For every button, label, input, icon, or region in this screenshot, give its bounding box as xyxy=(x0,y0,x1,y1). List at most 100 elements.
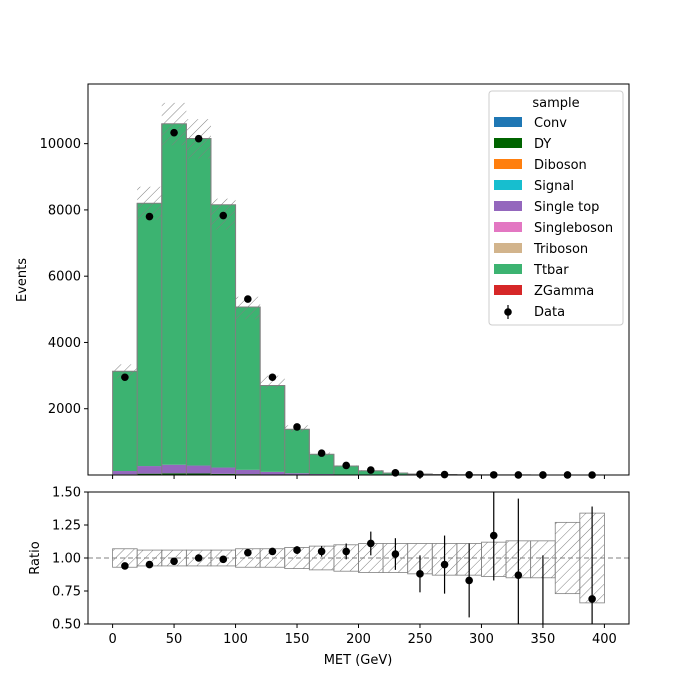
legend-swatch-ttbar xyxy=(494,264,522,274)
data-point-10 xyxy=(366,466,375,474)
x-axis-label: MET (GeV) xyxy=(324,653,393,668)
data-point-4 xyxy=(219,211,228,220)
ratio-point-9 xyxy=(342,547,351,556)
main-x-axis-ticks xyxy=(112,475,605,479)
x-tick-label-400: 400 xyxy=(592,632,617,647)
main-y-tick-label-4000: 4000 xyxy=(48,336,81,351)
data-point-8 xyxy=(317,449,326,457)
main-y-axis-label: Events xyxy=(15,258,30,302)
bar-single-top-bin-6 xyxy=(260,471,285,475)
data-point-5 xyxy=(244,295,252,303)
data-point-1 xyxy=(145,212,154,221)
legend-entries: Conv DY Diboson Signal Single top Singleboson… xyxy=(494,116,613,320)
x-tick-label-150: 150 xyxy=(285,632,310,647)
ratio-point-19 xyxy=(588,595,596,603)
ratio-point-11 xyxy=(391,550,400,558)
legend-label-conv: Conv xyxy=(534,116,567,131)
data-point-11 xyxy=(391,469,400,477)
legend-swatch-triboson xyxy=(494,243,522,253)
main-y-axis-ticks: 2000 4000 6000 8000 10000 xyxy=(40,137,88,417)
main-y-tick-label-2000: 2000 xyxy=(48,402,81,417)
bar-single-top-bin-4 xyxy=(210,467,236,474)
data-point-2 xyxy=(170,128,178,137)
bar-ttbar-bin-2 xyxy=(161,123,187,465)
data-point-0 xyxy=(121,373,129,382)
legend-swatch-zgamma xyxy=(494,285,522,295)
ratio-point-13 xyxy=(440,560,449,569)
ratio-point-8 xyxy=(317,547,326,556)
ratio-x-axis-ticks: 0 50 100 150 200 250 300 350 400 xyxy=(108,624,617,647)
bar-dy-bin-1 xyxy=(137,473,162,475)
ratio-y-tick-label-1.50: 1.50 xyxy=(52,486,81,501)
ratio-point-3 xyxy=(194,554,203,562)
bar-single-top-bin-1 xyxy=(137,466,162,474)
data-point-7 xyxy=(293,423,301,431)
ratio-point-0 xyxy=(121,562,129,570)
bar-single-top-bin-7 xyxy=(284,473,310,475)
bar-dy-bin-2 xyxy=(161,473,187,475)
legend-swatch-diboson xyxy=(494,159,522,169)
ratio-point-14 xyxy=(465,576,473,585)
ratio-point-7 xyxy=(293,546,301,554)
bar-ttbar-bin-4 xyxy=(210,204,236,468)
bar-ttbar-bin-1 xyxy=(137,203,162,467)
ratio-y-tick-label-0.75: 0.75 xyxy=(52,585,81,600)
legend: sample Conv DY Diboson Signal Single top Sing… xyxy=(488,90,624,326)
legend-label-ttbar: Ttbar xyxy=(533,263,569,278)
main-y-tick-label-10000: 10000 xyxy=(40,137,81,152)
bar-single-top-bin-2 xyxy=(161,464,187,474)
legend-swatch-dy xyxy=(494,138,522,148)
legend-label-single-top: Single top xyxy=(534,200,599,215)
legend-swatch-singleboson xyxy=(494,222,522,232)
bar-single-top-bin-3 xyxy=(186,465,211,474)
legend-label-zgamma: ZGamma xyxy=(534,284,594,299)
main-y-tick-label-8000: 8000 xyxy=(48,203,81,218)
ratio-y-axis-label: Ratio xyxy=(28,541,43,574)
ratio-y-tick-label-1.00: 1.00 xyxy=(52,552,81,567)
ratio-point-16 xyxy=(514,571,523,579)
x-tick-label-0: 0 xyxy=(108,632,116,647)
bar-ttbar-bin-5 xyxy=(235,307,261,470)
legend-label-triboson: Triboson xyxy=(533,242,588,257)
bar-dy-bin-3 xyxy=(186,473,211,475)
bar-single-top-bin-0 xyxy=(112,471,138,475)
ratio-axes-frame xyxy=(87,491,630,625)
ratio-y-tick-label-1.25: 1.25 xyxy=(52,519,81,534)
bar-ttbar-bin-6 xyxy=(260,385,285,472)
bar-ttbar-bin-3 xyxy=(186,138,211,466)
data-point-12 xyxy=(416,470,424,478)
legend-label-signal: Signal xyxy=(534,179,574,194)
ratio-y-axis-ticks: 0.50 0.75 1.00 1.25 1.50 xyxy=(52,486,88,633)
bar-ttbar-bin-0 xyxy=(112,371,138,472)
data-point-9 xyxy=(342,461,351,470)
ratio-point-5 xyxy=(244,548,252,557)
ratio-points xyxy=(121,492,596,624)
main-y-tick-label-6000: 6000 xyxy=(48,270,81,285)
ratio-panel: 0.50 0.75 1.00 1.25 1.50 0 50 100 150 200 250 300 3… xyxy=(28,486,630,668)
legend-swatch-signal xyxy=(494,180,522,190)
x-tick-label-250: 250 xyxy=(408,632,433,647)
legend-swatch-conv xyxy=(494,117,522,127)
x-tick-label-350: 350 xyxy=(531,632,556,647)
ratio-point-1 xyxy=(145,560,154,569)
ratio-point-2 xyxy=(170,557,178,566)
data-point-6 xyxy=(268,373,277,382)
x-tick-label-100: 100 xyxy=(223,632,248,647)
ratio-y-tick-label-0.50: 0.50 xyxy=(52,618,81,633)
stacked-histogram-bars xyxy=(112,123,580,475)
bar-ttbar-bin-9 xyxy=(333,466,359,475)
bar-dy-bin-4 xyxy=(210,473,236,475)
main-axes-frame xyxy=(87,83,630,476)
legend-data-marker xyxy=(504,308,512,316)
bar-ttbar-bin-7 xyxy=(284,429,310,474)
ratio-point-15 xyxy=(489,531,498,540)
legend-frame xyxy=(488,90,624,326)
ratio-point-4 xyxy=(219,555,228,564)
data-point-3 xyxy=(194,134,203,143)
bar-single-top-bin-5 xyxy=(235,469,261,475)
ratio-point-6 xyxy=(268,547,277,556)
x-tick-label-200: 200 xyxy=(346,632,371,647)
legend-swatch-single-top xyxy=(494,201,522,211)
bar-ttbar-bin-8 xyxy=(309,454,334,475)
